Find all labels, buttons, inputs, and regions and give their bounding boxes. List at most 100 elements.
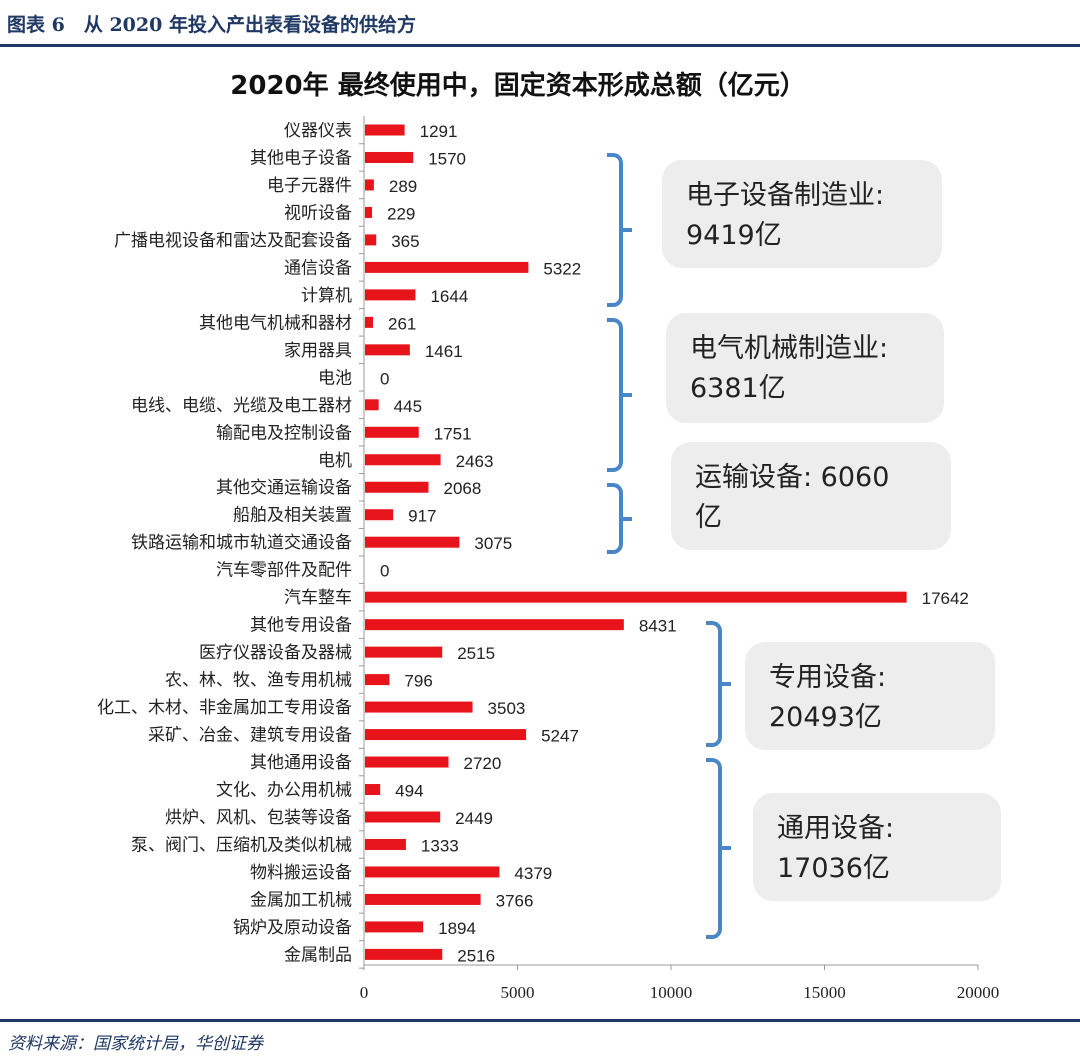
category-label: 其他交通运输设备	[216, 478, 352, 498]
data-label: 1644	[430, 287, 468, 306]
group-summary-line1: 通用设备:	[777, 813, 895, 844]
data-label: 2463	[456, 452, 494, 471]
data-label: 8431	[639, 617, 677, 636]
category-label: 其他通用设备	[250, 753, 352, 773]
category-label: 广播电视设备和雷达及配套设备	[114, 231, 352, 251]
category-label: 其他电气机械和器材	[199, 313, 352, 333]
data-label: 1333	[421, 836, 459, 855]
bar	[365, 536, 460, 548]
category-label: 其他专用设备	[250, 616, 352, 636]
category-label: 农、林、牧、渔专用机械	[165, 671, 352, 691]
x-tick-label: 20000	[957, 983, 1000, 1002]
group-summary-line2: 20493亿	[769, 702, 882, 733]
bar	[365, 756, 449, 768]
bar	[365, 206, 373, 218]
category-label: 电子元器件	[267, 176, 352, 196]
bar	[365, 234, 377, 246]
category-label: 物料搬运设备	[250, 863, 352, 883]
category-label: 泵、阀门、压缩机及类似机械	[131, 835, 352, 855]
data-label: 796	[404, 672, 432, 691]
group-bracket-tick	[622, 516, 632, 521]
group-bracket-tick	[622, 228, 632, 233]
group-summary-text: 电气机械制造业: 6381亿	[690, 329, 888, 409]
data-label: 261	[388, 314, 416, 333]
bar	[365, 124, 405, 136]
group-summary-line1: 电子设备制造业:	[686, 180, 885, 211]
bar	[365, 646, 443, 658]
bar	[365, 179, 374, 191]
group-summary-text: 电子设备制造业: 9419亿	[686, 176, 884, 256]
bar	[365, 316, 374, 328]
x-tick-label: 15000	[803, 983, 846, 1002]
data-label: 917	[408, 507, 436, 526]
category-label: 医疗仪器设备及器械	[199, 643, 352, 663]
bar	[365, 948, 443, 960]
bar	[365, 509, 394, 521]
data-label: 0	[380, 369, 389, 388]
bar	[365, 619, 624, 631]
group-summary-line2: 17036亿	[777, 853, 890, 884]
category-label: 锅炉及原动设备	[233, 918, 352, 938]
data-label: 5322	[543, 259, 581, 278]
data-label: 365	[391, 232, 419, 251]
group-summary-box	[666, 313, 944, 423]
x-tick-label: 10000	[650, 983, 693, 1002]
data-label: 1894	[438, 919, 476, 938]
bar	[365, 784, 381, 796]
top-rule	[0, 44, 1080, 47]
data-label: 2516	[457, 946, 495, 965]
category-label: 仪器仪表	[284, 121, 352, 141]
bar	[365, 701, 473, 713]
category-label: 船舶及相关装置	[233, 506, 352, 526]
group-bracket	[706, 758, 722, 939]
bar	[365, 921, 424, 933]
bar	[365, 261, 529, 273]
x-tick-label: 5000	[501, 983, 535, 1002]
data-label: 1291	[420, 122, 458, 141]
bottom-rule	[0, 1019, 1080, 1022]
bar	[365, 838, 406, 850]
group-summary-line1: 运输设备: 6060	[695, 462, 890, 493]
bar	[365, 151, 414, 163]
category-labels: 仪器仪表其他电子设备电子元器件视听设备广播电视设备和雷达及配套设备通信设备计算机…	[97, 121, 352, 965]
bar	[365, 811, 441, 823]
data-label: 5247	[541, 727, 579, 746]
chart-title: 2020年 最终使用中，固定资本形成总额（亿元）	[230, 70, 805, 101]
group-summary-box	[671, 442, 951, 550]
data-label: 229	[387, 204, 415, 223]
group-bracket-tick	[721, 846, 731, 851]
group-bracket-tick	[721, 681, 731, 686]
data-label: 1570	[428, 149, 466, 168]
data-label: 4379	[514, 864, 552, 883]
bar	[365, 344, 410, 356]
group-summary-line2: 亿	[695, 502, 722, 533]
group-summary-line1: 电气机械制造业:	[690, 333, 889, 364]
category-label: 家用器具	[284, 341, 352, 361]
data-label: 494	[395, 782, 423, 801]
bar	[365, 674, 390, 686]
data-label: 3766	[496, 891, 534, 910]
bar	[365, 866, 500, 878]
x-ticks: 0 5000 10000 15000 20000	[360, 965, 1000, 1002]
bar	[365, 426, 419, 438]
category-label: 铁路运输和城市轨道交通设备	[131, 533, 352, 553]
category-label: 视听设备	[284, 203, 352, 223]
data-label: 2449	[455, 809, 493, 828]
category-label: 通信设备	[284, 258, 352, 278]
bar	[365, 481, 429, 493]
group-summary-text: 通用设备: 17036亿	[777, 809, 894, 889]
category-label: 金属制品	[284, 945, 352, 965]
bar	[365, 399, 379, 411]
figure-heading: 图表 6 从 2020 年投入产出表看设备的供给方	[7, 14, 416, 36]
data-label: 445	[394, 397, 422, 416]
group-bracket-tick	[622, 393, 632, 398]
bar	[365, 893, 481, 905]
category-label: 计算机	[301, 286, 352, 306]
data-label: 1751	[434, 424, 472, 443]
group-bracket	[607, 153, 623, 307]
category-label: 其他电子设备	[250, 148, 352, 168]
data-label: 2515	[457, 644, 495, 663]
data-label: 2068	[443, 479, 481, 498]
category-label: 采矿、冶金、建筑专用设备	[148, 726, 352, 746]
category-label: 烘炉、风机、包装等设备	[165, 808, 352, 828]
